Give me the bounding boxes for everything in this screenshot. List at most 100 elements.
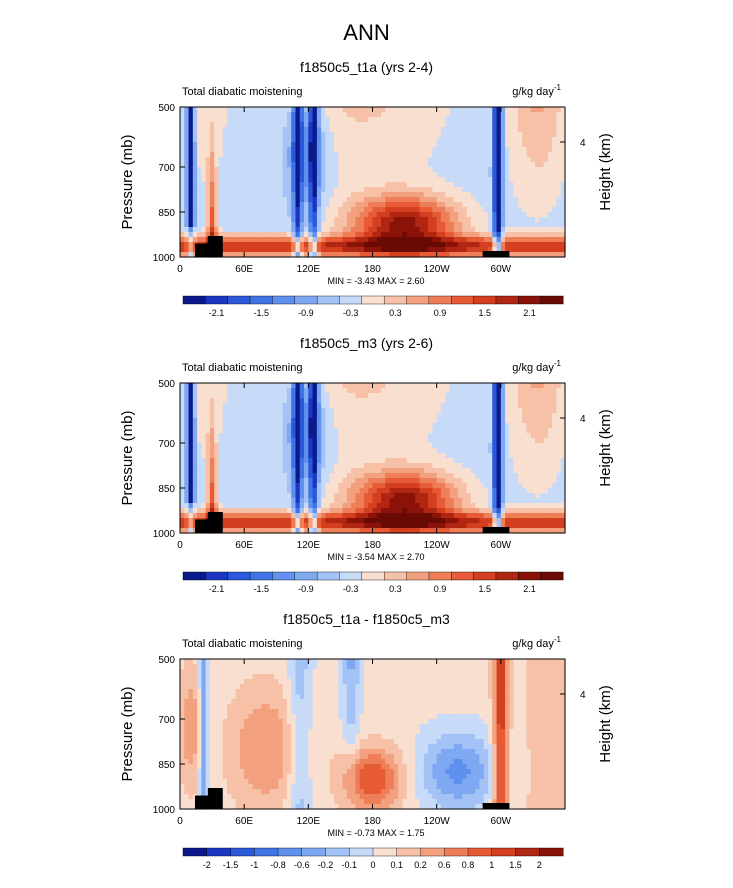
field-cell: [291, 383, 297, 389]
field-cell: [419, 428, 425, 434]
field-cell: [316, 488, 322, 494]
field-cell: [381, 413, 386, 419]
field-cell: [265, 212, 271, 218]
field-cell: [338, 458, 344, 464]
field-cell: [376, 212, 382, 218]
field-cell: [513, 217, 519, 223]
field-cell: [291, 393, 297, 399]
field-cell: [304, 252, 309, 258]
field-cell: [201, 107, 207, 113]
field-cell: [286, 157, 292, 163]
field-cell: [235, 423, 241, 429]
field-cell: [355, 523, 361, 529]
field-cell: [509, 182, 515, 188]
field-cell: [308, 463, 314, 469]
field-cell: [453, 237, 459, 243]
field-cell: [428, 247, 433, 253]
field-cell: [419, 247, 425, 253]
field-cell: [423, 518, 429, 524]
field-cell: [299, 428, 305, 434]
field-cell: [261, 488, 267, 494]
field-cell: [338, 413, 344, 419]
field-cell: [389, 413, 395, 419]
field-cell: [338, 127, 344, 133]
field-cell: [321, 438, 327, 444]
field-cell: [265, 428, 271, 434]
field-cell: [261, 172, 267, 178]
field-cell: [436, 177, 442, 183]
field-cell: [445, 468, 451, 474]
field-cell: [295, 132, 301, 138]
field-cell: [222, 167, 228, 173]
field-cell: [325, 212, 331, 218]
field-cell: [385, 157, 391, 163]
field-cell: [462, 197, 468, 203]
field-cell: [470, 488, 476, 494]
field-cell: [398, 157, 404, 163]
field-cell: [440, 468, 446, 474]
field-cell: [355, 468, 361, 474]
field-cell: [415, 443, 421, 449]
field-cell: [389, 192, 395, 198]
field-cell: [180, 197, 185, 203]
field-cell: [342, 513, 348, 519]
field-cell: [342, 498, 348, 504]
field-cell: [449, 157, 455, 163]
field-cell: [209, 483, 215, 489]
field-cell: [355, 508, 361, 514]
field-cell: [214, 393, 220, 399]
field-cell: [483, 132, 489, 138]
field-cell: [505, 117, 510, 123]
field-cell: [286, 403, 292, 409]
field-cell: [304, 493, 309, 499]
field-cell: [445, 237, 451, 243]
field-cell: [363, 438, 369, 444]
field-cell: [393, 423, 399, 429]
field-cell: [278, 468, 284, 474]
field-cell: [329, 413, 335, 419]
field-cell: [201, 162, 207, 168]
field-cell: [282, 252, 288, 258]
field-cell: [440, 122, 446, 128]
field-cell: [244, 493, 250, 499]
field-cell: [432, 523, 438, 529]
field-cell: [389, 463, 395, 469]
field-cell: [184, 403, 190, 409]
field-cell: [188, 182, 194, 188]
field-cell: [214, 498, 220, 504]
field-cell: [231, 523, 237, 529]
field-cell: [453, 127, 459, 133]
field-cell: [222, 398, 228, 404]
field-cell: [466, 413, 472, 419]
field-cell: [462, 468, 468, 474]
field-cell: [393, 207, 399, 213]
field-cell: [205, 398, 211, 404]
field-cell: [257, 403, 262, 409]
field-cell: [205, 157, 211, 163]
field-cell: [393, 162, 399, 168]
field-cell: [415, 413, 421, 419]
field-cell: [346, 197, 352, 203]
field-cell: [372, 498, 378, 504]
field-cell: [338, 187, 344, 193]
field-cell: [205, 112, 211, 118]
field-cell: [325, 383, 331, 389]
field-cell: [428, 418, 433, 424]
field-cell: [449, 197, 455, 203]
field-cell: [363, 207, 369, 213]
field-cell: [552, 177, 558, 183]
field-cell: [304, 428, 309, 434]
field-cell: [188, 523, 194, 529]
field-cell: [282, 172, 288, 178]
field-cell: [496, 137, 502, 143]
field-cell: [244, 137, 250, 143]
field-cell: [269, 393, 275, 399]
field-cell: [458, 117, 463, 123]
field-cell: [449, 227, 455, 233]
field-cell: [329, 242, 335, 248]
field-cell: [368, 177, 374, 183]
field-cell: [274, 498, 279, 504]
field-cell: [184, 458, 190, 464]
field-cell: [231, 388, 237, 394]
field-cell: [299, 227, 305, 233]
